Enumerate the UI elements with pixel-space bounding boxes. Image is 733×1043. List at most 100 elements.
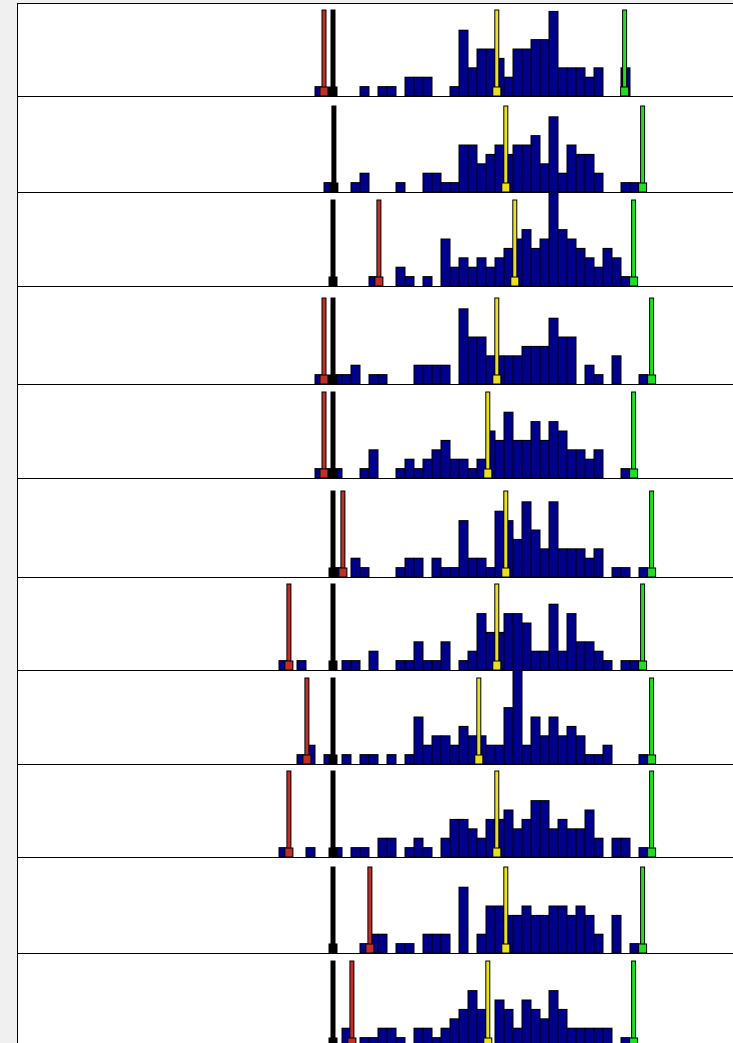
marker-base <box>328 276 338 287</box>
marker-base <box>510 276 520 287</box>
marker-base <box>319 374 329 385</box>
bar <box>575 828 586 858</box>
bar <box>548 828 559 858</box>
bar <box>530 421 541 479</box>
bar <box>611 837 622 858</box>
bar <box>395 660 406 671</box>
bar <box>584 914 595 954</box>
bar <box>476 837 487 858</box>
marker-line <box>330 677 336 765</box>
bar <box>566 1027 577 1043</box>
bar <box>593 67 604 97</box>
bar <box>566 144 577 193</box>
bar <box>638 754 649 765</box>
marker-line <box>330 199 336 287</box>
bar <box>377 374 388 385</box>
bar <box>539 800 550 858</box>
bar <box>305 847 316 858</box>
bar <box>503 809 514 858</box>
bar <box>620 1037 631 1043</box>
bar <box>476 557 487 578</box>
bar <box>611 567 622 578</box>
bar <box>458 886 469 954</box>
marker-line <box>331 105 337 193</box>
bar <box>467 336 478 385</box>
bar <box>422 660 433 671</box>
bar <box>503 411 514 479</box>
bar <box>476 613 487 671</box>
marker-base <box>647 567 657 578</box>
bar <box>440 439 451 479</box>
bar <box>485 744 496 765</box>
bar <box>458 818 469 858</box>
marker-base <box>328 847 338 858</box>
bar <box>449 458 460 479</box>
bar <box>566 725 577 765</box>
bar <box>620 567 631 578</box>
marker-base <box>501 943 511 954</box>
bar <box>431 1037 442 1043</box>
bar <box>638 374 649 385</box>
bar <box>458 29 469 97</box>
bar <box>350 182 361 193</box>
bar <box>395 1037 406 1043</box>
bar <box>377 86 388 97</box>
marker-line <box>330 960 336 1043</box>
bar <box>512 828 523 858</box>
bar <box>521 818 532 858</box>
bar <box>593 650 604 671</box>
bar <box>575 153 586 193</box>
marker-base <box>501 182 511 193</box>
marker-line <box>640 866 646 954</box>
bar <box>422 172 433 193</box>
marker-base <box>492 847 502 858</box>
bar <box>548 716 559 765</box>
bar <box>422 276 433 287</box>
bar <box>440 933 451 954</box>
bar <box>413 557 424 578</box>
bar <box>566 238 577 287</box>
bar <box>521 144 532 193</box>
bar <box>485 266 496 287</box>
bar <box>458 520 469 578</box>
bar <box>593 1027 604 1043</box>
bar <box>386 1027 397 1043</box>
marker-base <box>629 1037 639 1043</box>
marker-base <box>638 943 648 954</box>
bar <box>620 660 631 671</box>
marker-line <box>494 297 500 385</box>
marker-line <box>340 490 346 578</box>
bar <box>611 914 622 954</box>
bar <box>467 468 478 479</box>
bar <box>584 76 595 97</box>
bar <box>602 744 613 765</box>
bar <box>539 345 550 385</box>
marker-base <box>328 943 338 954</box>
bar <box>557 229 568 287</box>
bar <box>548 905 559 954</box>
bar <box>566 613 577 671</box>
bar <box>395 182 406 193</box>
marker-line <box>503 105 509 193</box>
marker-line <box>330 866 336 954</box>
bar <box>422 744 433 765</box>
marker-base <box>629 468 639 479</box>
bar <box>467 266 478 287</box>
marker-base <box>501 567 511 578</box>
bar <box>539 650 550 671</box>
bar <box>440 735 451 765</box>
bar <box>467 828 478 858</box>
bar <box>521 501 532 578</box>
bar <box>575 735 586 765</box>
marker-base <box>284 660 294 671</box>
bar <box>386 837 397 858</box>
bar <box>512 439 523 479</box>
bar <box>494 999 505 1043</box>
bar <box>485 567 496 578</box>
bar <box>476 163 487 193</box>
marker-base <box>492 86 502 97</box>
marker-base <box>319 86 329 97</box>
marker-line <box>330 770 336 858</box>
bar <box>395 567 406 578</box>
